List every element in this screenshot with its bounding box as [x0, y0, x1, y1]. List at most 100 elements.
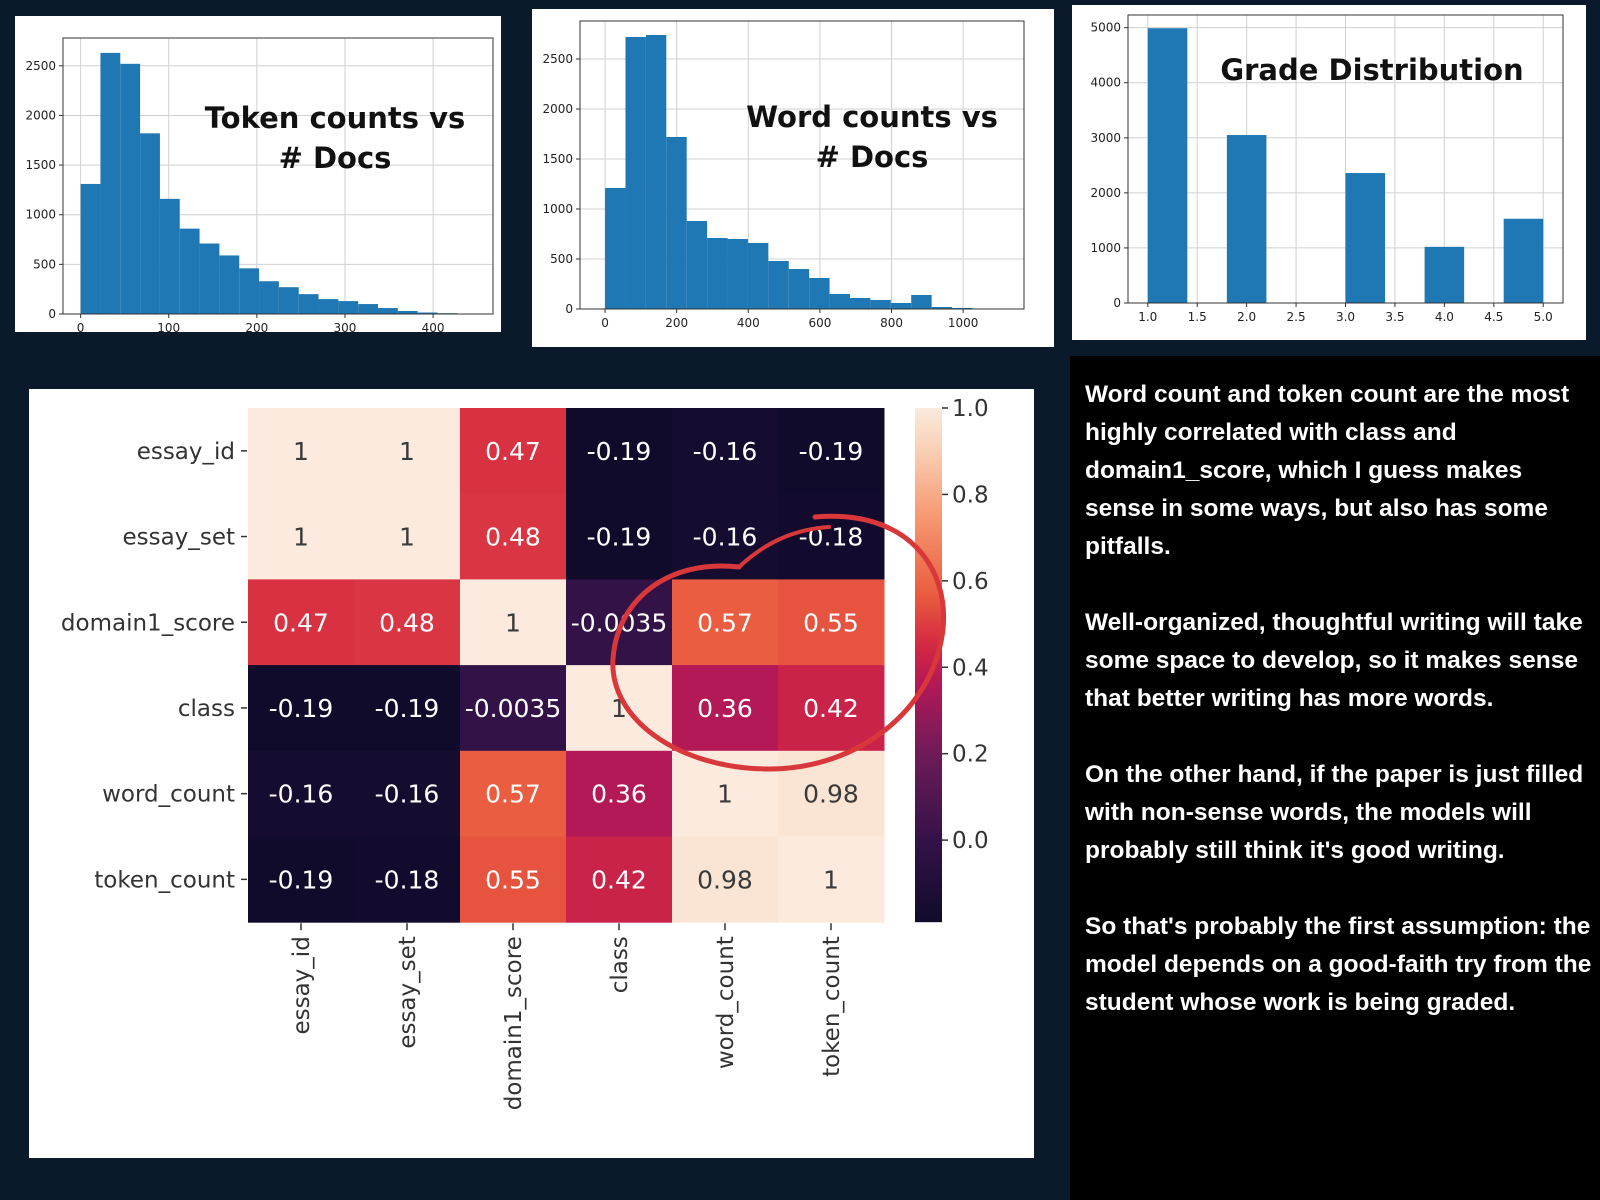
colorbar	[915, 408, 942, 923]
heatmap-cell-value: -0.19	[269, 694, 334, 723]
x-tick-label: 600	[808, 316, 831, 330]
x-tick-label: 0	[77, 321, 85, 332]
word-count-histogram-panel: 0 200 400 600 800 1000 0 500 1000 1500 2000 2500 Wor…	[532, 9, 1054, 347]
histogram-bar	[278, 287, 299, 314]
y-tick-label: 2000	[542, 102, 573, 116]
x-tick-label: 3.5	[1385, 310, 1404, 324]
heatmap-cell-value: 0.42	[803, 694, 859, 723]
grade-distribution-histogram-panel: 1.0 1.5 2.0 2.5 3.0 3.5 4.0 4.5 5.0 0 1000 2000 3000…	[1072, 5, 1586, 340]
word-count-histogram: 0 200 400 600 800 1000 0 500 1000 1500 2000 2500 Wor…	[542, 20, 1025, 330]
plot-frame	[62, 37, 494, 315]
histogram-bar	[338, 301, 359, 314]
histogram-bar	[259, 281, 279, 314]
heatmap-cell	[248, 408, 355, 495]
heatmap-cell-value: -0.16	[693, 437, 758, 466]
heatmap-cell-value: -0.16	[693, 523, 758, 552]
heatmap-cell-value: 1	[399, 437, 415, 466]
colorbar-tick-label: 0.2	[952, 742, 989, 768]
heatmap-cell-value: 0.57	[697, 608, 753, 637]
y-tick-label: 1000	[542, 202, 573, 216]
heatmap-cell	[672, 579, 779, 666]
y-tick-label: 500	[550, 252, 573, 266]
row-label: class	[178, 696, 235, 722]
heatmap-cells: 1 1 0.47 -0.19 -0.16 -0.19 1 1 0.48 -0.19 -0.16 -0.…	[248, 408, 885, 923]
heatmap-cell	[354, 408, 461, 495]
heatmap-cell-value: -0.18	[375, 865, 440, 894]
y-tick-label: 1000	[25, 208, 56, 222]
histogram-bar	[1424, 246, 1465, 303]
histogram-bar	[140, 133, 160, 314]
heatmap-cell-value: 0.55	[803, 608, 859, 637]
row-label: word_count	[102, 782, 235, 808]
col-label: essay_set	[395, 936, 421, 1048]
y-tick-label: 500	[33, 257, 56, 271]
heatmap-cell	[460, 579, 567, 666]
bars	[605, 35, 1014, 309]
histogram-bar	[870, 300, 891, 309]
heatmap-cell-value: 0.98	[697, 865, 753, 894]
x-tick-label: 2.0	[1237, 310, 1256, 324]
heatmap-cell-value: -0.19	[799, 437, 864, 466]
heatmap-cell	[248, 665, 355, 752]
correlation-heatmap: 1 1 0.47 -0.19 -0.16 -0.19 1 1 0.48 -0.19 -0.16 -0.…	[61, 396, 989, 1110]
heatmap-cell-value: 1	[293, 523, 309, 552]
bars	[1147, 28, 1544, 303]
y-tick-label: 1500	[542, 152, 573, 166]
histogram-bar	[397, 311, 418, 314]
chart-title-line: # Docs	[279, 141, 392, 175]
histogram-bar	[829, 294, 850, 309]
y-tick-label: 2500	[25, 59, 56, 73]
chart-title-line: Word counts vs	[746, 100, 998, 134]
y-tick-label: 2000	[1090, 186, 1121, 200]
x-tick-label: 4.0	[1435, 310, 1454, 324]
x-tick-label: 300	[334, 321, 357, 332]
heatmap-cell	[354, 579, 461, 666]
histogram-bar	[605, 188, 626, 309]
histogram-bar	[219, 255, 240, 314]
heatmap-cell	[354, 836, 461, 923]
histogram-bar	[747, 243, 769, 309]
heatmap-cell	[566, 836, 673, 923]
heatmap-cell-value: 1	[717, 780, 733, 809]
histogram-bar	[358, 304, 379, 314]
row-label: token_count	[94, 867, 235, 893]
x-tick-label: 0	[601, 316, 609, 330]
colorbar-tick-label: 0.6	[952, 569, 989, 595]
heatmap-cell-value: 0.55	[485, 865, 541, 894]
col-label: domain1_score	[501, 936, 527, 1110]
histogram-bar	[417, 312, 438, 314]
heatmap-cell-value: -0.19	[587, 437, 652, 466]
col-label: class	[607, 936, 633, 993]
annotation-ellipse-tail	[737, 525, 831, 569]
heatmap-cell	[672, 408, 779, 495]
x-tick-label: 2.5	[1287, 310, 1306, 324]
heatmap-cell	[672, 836, 779, 923]
x-tick-label: 100	[157, 321, 180, 332]
heatmap-cell-value: -0.19	[375, 694, 440, 723]
heatmap-cell	[778, 836, 885, 923]
histogram-bar	[120, 63, 141, 314]
heatmap-cell	[460, 493, 567, 580]
heatmap-cell	[778, 579, 885, 666]
x-tick-label: 5.0	[1534, 310, 1553, 324]
colorbar-tick-label: 0.4	[952, 655, 989, 681]
chart-title-line: # Docs	[816, 140, 929, 174]
heatmap-cell-value: -0.18	[799, 523, 864, 552]
col-label: token_count	[819, 936, 845, 1077]
x-tick-label: 200	[245, 321, 268, 332]
x-tick-label: 200	[665, 316, 688, 330]
token-count-histogram: 0 100 200 300 400 0 500 1000 1500 2000 2500 Token c…	[25, 37, 494, 332]
heatmap-cell-value: -0.19	[269, 865, 334, 894]
heatmap-cell-value: 0.47	[485, 437, 541, 466]
histogram-bar	[1503, 218, 1544, 303]
y-tick-label: 3000	[1090, 131, 1121, 145]
x-tick-label: 400	[737, 316, 760, 330]
x-tick-label: 1.5	[1188, 310, 1207, 324]
heatmap-cell	[566, 750, 673, 837]
heatmap-cell-value: -0.16	[269, 780, 334, 809]
x-tick-label: 800	[880, 316, 903, 330]
heatmap-cell	[460, 665, 567, 752]
row-label: essay_id	[137, 439, 235, 465]
heatmap-cell	[460, 836, 567, 923]
y-tick-label: 1000	[1090, 241, 1121, 255]
